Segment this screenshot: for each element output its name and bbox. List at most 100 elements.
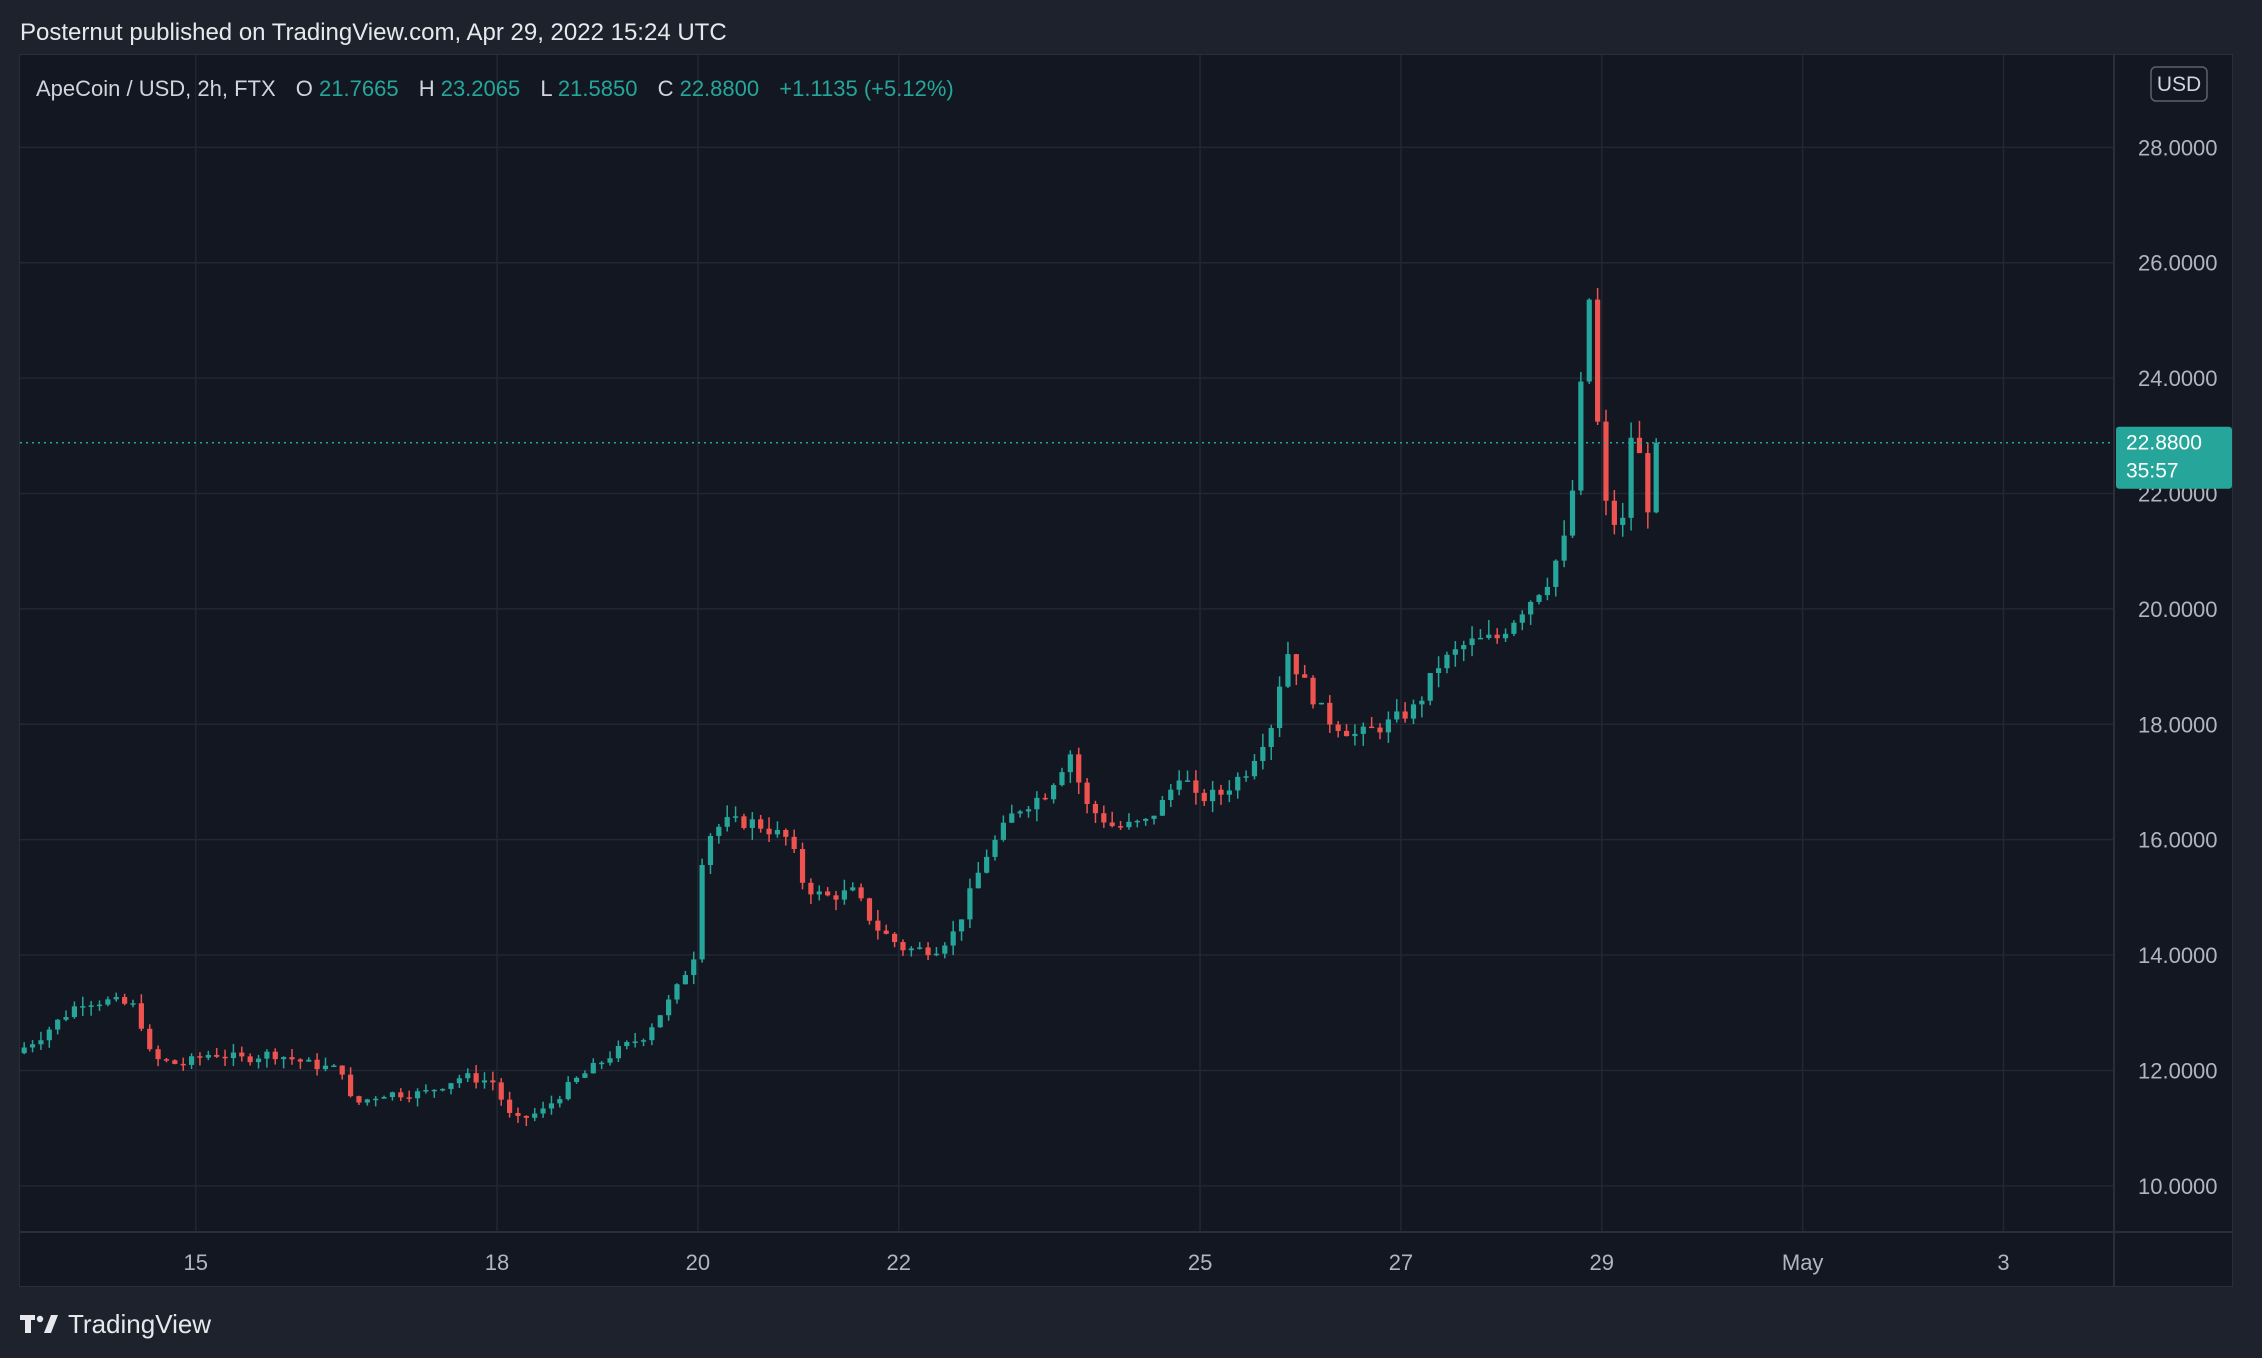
candle-body <box>498 1082 504 1100</box>
candle-body <box>1268 728 1274 747</box>
candle-body <box>984 856 990 873</box>
candle-body <box>1410 704 1417 719</box>
candle-body <box>975 872 981 889</box>
footer: TradingView <box>0 1290 2262 1358</box>
candle-body <box>1210 789 1216 802</box>
price-tick-label: 14.0000 <box>2138 943 2218 968</box>
candle-body <box>1201 792 1207 802</box>
candle-body <box>1436 668 1442 674</box>
candle-body <box>674 984 680 1000</box>
candle-body <box>841 890 847 900</box>
candle-body <box>1461 645 1467 650</box>
candle-body <box>1636 437 1643 454</box>
candle-body <box>791 836 797 850</box>
candle-body <box>331 1065 337 1068</box>
candle-body <box>866 898 873 921</box>
candle-body <box>1603 421 1609 501</box>
candle-body <box>1134 820 1140 823</box>
candle-body <box>214 1054 220 1057</box>
candle-body <box>180 1063 186 1066</box>
candle-body <box>515 1112 521 1116</box>
price-tick-label: 26.0000 <box>2138 251 2218 276</box>
candles <box>21 288 1659 1127</box>
candle-body <box>440 1088 446 1091</box>
candle-body <box>398 1092 404 1098</box>
candle-body <box>406 1097 412 1099</box>
currency-button[interactable]: USD <box>2150 66 2208 102</box>
candle-body <box>1293 654 1299 675</box>
time-tick-label: 29 <box>1590 1250 1614 1275</box>
chart-pane[interactable]: 28.0000 26.0000 24.0000 22.0000 20.0000 18.00… <box>19 54 2233 1287</box>
candle-body <box>71 1006 77 1018</box>
candle-body <box>825 891 831 896</box>
candle-body <box>1109 822 1115 827</box>
candle-body <box>1126 821 1132 828</box>
candlestick-chart[interactable]: 28.000026.000024.000022.000020.000018.00… <box>20 55 2232 1286</box>
candle-body <box>1017 811 1023 814</box>
chart-background <box>20 55 2232 1286</box>
candle-body <box>1377 727 1383 733</box>
candle-body <box>1251 760 1258 777</box>
time-axis[interactable]: 15 18 20 22 25 27 29 May 3 <box>184 1250 2010 1275</box>
candle-body <box>1176 780 1182 790</box>
time-tick-label: May <box>1782 1250 1824 1275</box>
candle-body <box>1553 560 1559 587</box>
candle-body <box>1243 776 1249 778</box>
candle-body <box>1385 719 1391 733</box>
candle-body <box>649 1027 655 1041</box>
candle-body <box>766 828 772 835</box>
candle-body <box>1477 637 1484 640</box>
candle-body <box>96 1004 103 1007</box>
candle-body <box>1536 595 1542 602</box>
candle-body <box>1561 535 1567 561</box>
candle-body <box>933 953 940 956</box>
candle-body <box>808 882 814 895</box>
candle-body <box>640 1040 647 1042</box>
candle-body <box>666 999 672 1016</box>
candle-body <box>1444 654 1450 669</box>
candle-body <box>490 1080 496 1083</box>
candle-body <box>732 816 739 818</box>
candle-body <box>816 891 822 895</box>
candle-body <box>1360 726 1366 734</box>
candle-body <box>1159 800 1166 816</box>
candle-body <box>347 1074 354 1097</box>
candle-body <box>155 1049 161 1060</box>
close-label: C <box>658 76 674 101</box>
candle-body <box>891 933 898 943</box>
candle-body <box>615 1046 621 1059</box>
candle-body <box>741 816 747 828</box>
candle-body <box>239 1052 245 1057</box>
candle-body <box>858 887 864 899</box>
candle-body <box>958 919 965 932</box>
price-axis[interactable]: 28.000026.000024.000022.000020.000018.00… <box>2138 135 2218 1199</box>
low-value: 21.5850 <box>558 76 638 101</box>
candle-body <box>289 1057 295 1060</box>
candle-body <box>1369 726 1375 729</box>
candle-body <box>691 959 697 976</box>
candle-body <box>1276 686 1283 729</box>
candle-body <box>113 997 119 1000</box>
price-tick-label: 12.0000 <box>2138 1058 2218 1083</box>
candle-body <box>448 1083 454 1089</box>
candle-body <box>80 1006 86 1008</box>
candle-body <box>850 887 856 891</box>
candle-body <box>38 1040 44 1045</box>
candle-body <box>557 1099 563 1104</box>
price-tick-label: 18.0000 <box>2138 712 2218 737</box>
candle-body <box>1511 622 1517 634</box>
candle-body <box>1352 733 1358 737</box>
candle-body <box>925 947 931 956</box>
candle-body <box>942 945 948 954</box>
candle-body <box>707 835 714 866</box>
price-tick-label: 20.0000 <box>2138 597 2218 622</box>
candle-body <box>1009 813 1015 823</box>
candle-body <box>1620 517 1626 525</box>
price-tag-countdown: 35:57 <box>2126 460 2179 483</box>
candle-body <box>381 1097 387 1099</box>
candle-body <box>833 895 839 900</box>
candle-body <box>1285 654 1291 687</box>
candle-body <box>88 1005 94 1007</box>
symbol-label: ApeCoin / USD, 2h, FTX <box>36 76 276 101</box>
tradingview-logo[interactable]: TradingView <box>20 1309 211 1340</box>
